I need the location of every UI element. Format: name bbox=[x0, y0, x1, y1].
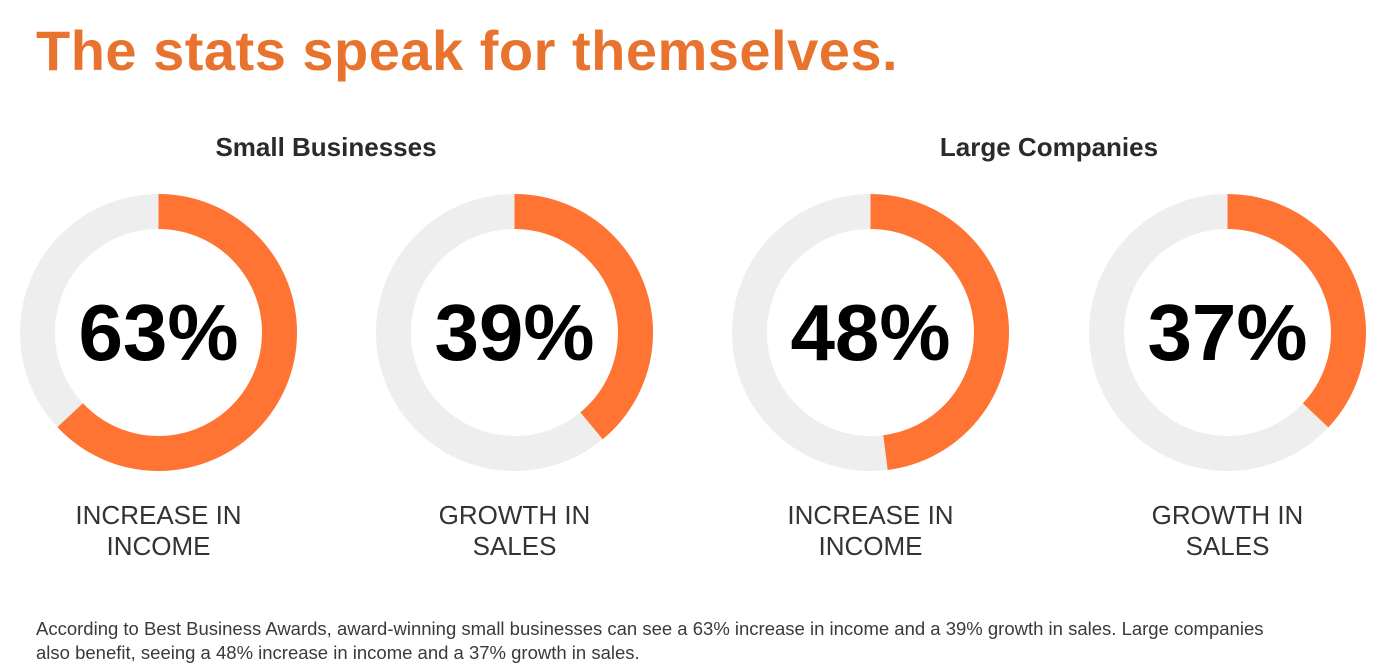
metric-label-line: INCREASE IN bbox=[787, 500, 954, 530]
donut-chart-small-income: 63% bbox=[19, 193, 298, 472]
group-heading-large-companies: Large Companies bbox=[939, 132, 1159, 162]
donut-chart-large-income: 48% bbox=[731, 193, 1010, 472]
metric-label-large-sales: GROWTH IN SALES bbox=[1088, 500, 1367, 562]
donut-ring bbox=[1089, 194, 1366, 471]
donut-value: 37% bbox=[1147, 287, 1308, 377]
metric-label-line: GROWTH IN bbox=[438, 500, 591, 530]
metric-label-line: SALES bbox=[472, 531, 557, 561]
donut-arc bbox=[732, 194, 1009, 471]
page-title: The stats speak for themselves. bbox=[36, 19, 899, 82]
metric-label-large-income: INCREASE IN INCOME bbox=[731, 500, 1010, 562]
donut-chart-small-sales: 39% bbox=[375, 193, 654, 472]
donut-chart-large-sales: 37% bbox=[1088, 193, 1367, 472]
footer-description: According to Best Business Awards, award… bbox=[36, 618, 1264, 663]
donut-arc bbox=[20, 194, 297, 471]
donut-ring bbox=[376, 194, 653, 471]
group-heading-small-businesses: Small Businesses bbox=[215, 132, 437, 162]
donut-ring bbox=[20, 194, 297, 471]
metric-label-line: INCOME bbox=[818, 531, 923, 561]
metric-label-line: INCREASE IN bbox=[75, 500, 242, 530]
metric-label-line: GROWTH IN bbox=[1151, 500, 1304, 530]
donut-value: 48% bbox=[790, 287, 951, 377]
donut-ring bbox=[732, 194, 1009, 471]
metric-label-small-income: INCREASE IN INCOME bbox=[19, 500, 298, 562]
metric-label-line: SALES bbox=[1185, 531, 1270, 561]
donut-arc bbox=[376, 194, 653, 471]
metric-label-small-sales: GROWTH IN SALES bbox=[375, 500, 654, 562]
donut-value: 39% bbox=[434, 287, 595, 377]
donut-arc bbox=[1089, 194, 1366, 471]
donut-value: 63% bbox=[78, 287, 239, 377]
metric-label-line: INCOME bbox=[106, 531, 211, 561]
